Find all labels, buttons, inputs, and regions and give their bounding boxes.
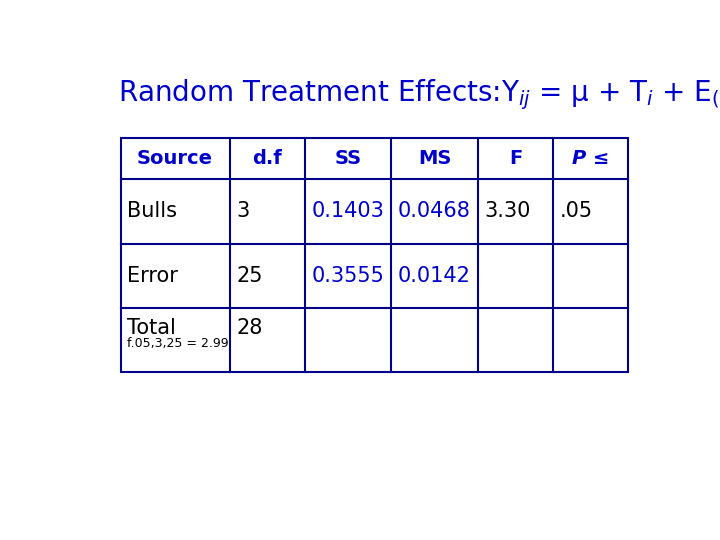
- Text: Total: Total: [127, 319, 176, 339]
- Text: f.05,3,25 = 2.99: f.05,3,25 = 2.99: [127, 337, 229, 350]
- Text: 3.30: 3.30: [485, 201, 531, 221]
- Text: 3: 3: [236, 201, 249, 221]
- Text: 28: 28: [236, 319, 263, 339]
- Text: 0.3555: 0.3555: [312, 266, 384, 286]
- Text: 0.1403: 0.1403: [312, 201, 384, 221]
- Text: d.f: d.f: [252, 149, 282, 168]
- Text: Source: Source: [137, 149, 213, 168]
- Text: Bulls: Bulls: [127, 201, 177, 221]
- Text: 25: 25: [236, 266, 263, 286]
- Text: 0.0142: 0.0142: [398, 266, 471, 286]
- Text: Error: Error: [127, 266, 179, 286]
- Text: 0.0468: 0.0468: [398, 201, 471, 221]
- Text: P ≤: P ≤: [572, 149, 610, 168]
- Text: .05: .05: [560, 201, 593, 221]
- Text: MS: MS: [418, 149, 451, 168]
- Text: SS: SS: [335, 149, 361, 168]
- Text: F: F: [509, 149, 522, 168]
- Text: Random Treatment Effects:Y$_{ij}$ = μ + T$_{i}$ + E$_{(i)j}$: Random Treatment Effects:Y$_{ij}$ = μ + …: [118, 77, 720, 112]
